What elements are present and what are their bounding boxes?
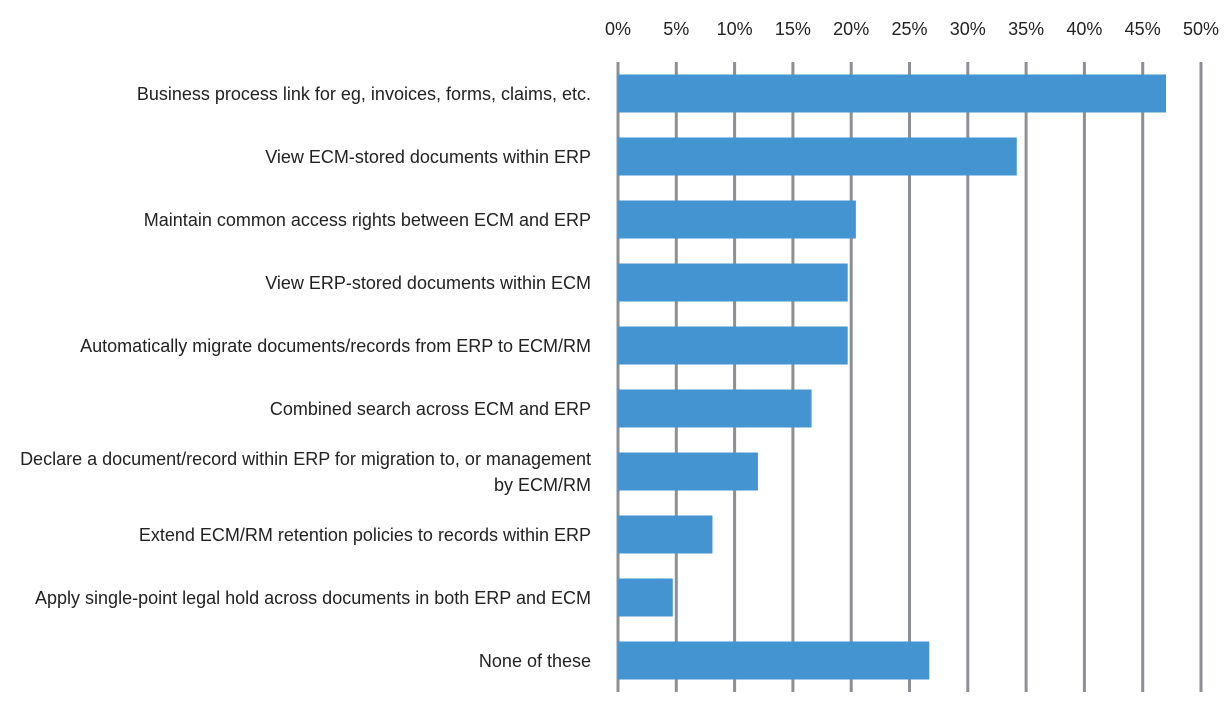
category-label: View ECM-stored documents within ERP [265, 146, 591, 167]
x-tick-label: 30% [950, 19, 986, 39]
category-label: Extend ECM/RM retention policies to reco… [138, 524, 591, 545]
category-label: Declare a document/record within ERP for… [20, 448, 591, 495]
x-tick-label: 50% [1183, 19, 1219, 39]
category-label: Maintain common access rights between EC… [143, 209, 591, 230]
category-label: View ERP-stored documents within ECM [265, 272, 591, 293]
bar [618, 578, 673, 617]
x-tick-label: 20% [833, 19, 869, 39]
bar [618, 452, 758, 491]
x-tick-label: 45% [1125, 19, 1161, 39]
x-tick-label: 0% [605, 19, 631, 39]
bar [618, 263, 848, 302]
category-label: Combined search across ECM and ERP [269, 398, 591, 419]
category-label: Business process link for eg, invoices, … [136, 83, 591, 104]
bar [618, 326, 848, 365]
bar [618, 137, 1017, 176]
bar [618, 389, 812, 428]
category-label: None of these [478, 650, 591, 671]
bar [618, 515, 713, 554]
x-tick-label: 25% [891, 19, 927, 39]
bar [618, 74, 1167, 113]
x-tick-label: 40% [1066, 19, 1102, 39]
x-tick-label: 5% [663, 19, 689, 39]
category-label: Automatically migrate documents/records … [80, 335, 591, 356]
bar [618, 200, 856, 239]
x-tick-label: 15% [775, 19, 811, 39]
x-tick-label: 10% [717, 19, 753, 39]
category-label: Apply single-point legal hold across doc… [35, 587, 591, 608]
x-tick-label: 35% [1008, 19, 1044, 39]
bar [618, 641, 930, 680]
